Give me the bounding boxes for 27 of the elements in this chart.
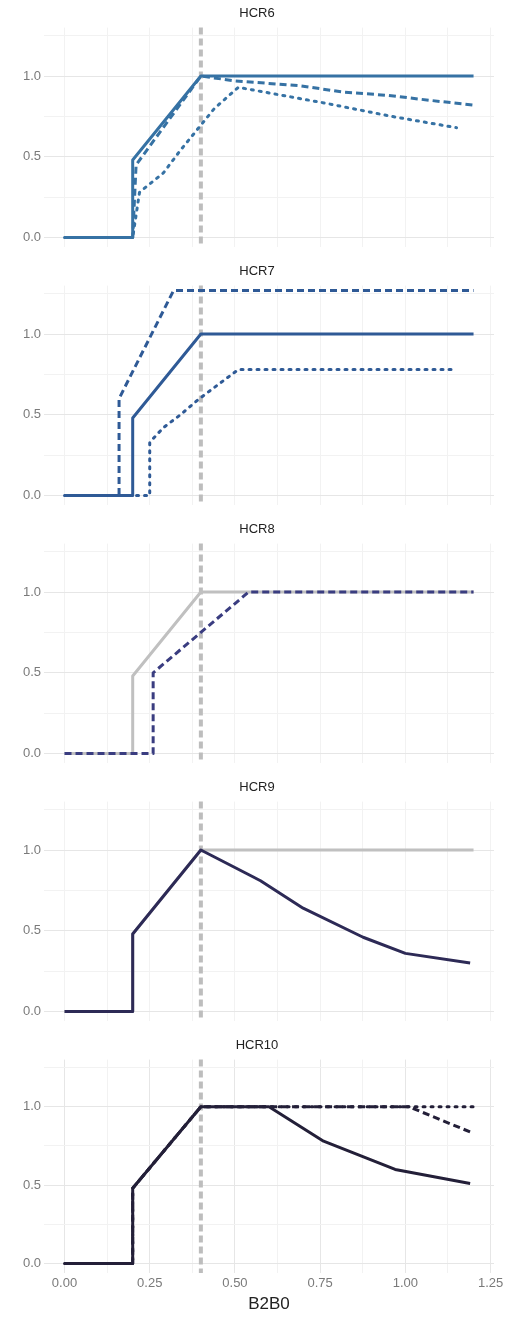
- y-tick-label: 0.5: [22, 1176, 42, 1192]
- y-tick-label: 0.0: [22, 745, 42, 761]
- y-tick-label: 1.0: [22, 1098, 42, 1114]
- chart-title: HCR8: [239, 521, 275, 537]
- y-tick-label: 0.0: [22, 487, 42, 503]
- x-tick-label: 1.00: [392, 1275, 419, 1291]
- y-tick-label: 0.0: [22, 229, 42, 245]
- y-tick-label: 0.5: [22, 148, 42, 164]
- y-tick-label: 0.5: [22, 922, 42, 938]
- x-tick-label: 0.00: [51, 1275, 78, 1291]
- y-tick-label: 1.0: [22, 841, 42, 857]
- x-axis-title: B2B0: [248, 1294, 290, 1314]
- x-tick-label: 0.25: [137, 1275, 163, 1291]
- x-tick-label: 0.50: [222, 1275, 248, 1291]
- x-tick-label: 0.75: [307, 1275, 333, 1291]
- y-tick-label: 0.5: [22, 664, 42, 680]
- y-tick-label: 0.5: [22, 406, 42, 422]
- y-tick-label: 0.0: [22, 1003, 42, 1019]
- y-tick-label: 1.0: [22, 583, 42, 599]
- chart-title: HCR6: [239, 5, 275, 21]
- chart-title: HCR7: [239, 263, 275, 279]
- chart-title: HCR10: [235, 1037, 279, 1053]
- x-tick-label: 1.25: [477, 1275, 504, 1291]
- chart-title: HCR9: [239, 779, 275, 795]
- y-tick-label: 0.0: [22, 1255, 42, 1271]
- y-tick-label: 1.0: [22, 67, 42, 83]
- y-tick-label: 1.0: [22, 325, 42, 341]
